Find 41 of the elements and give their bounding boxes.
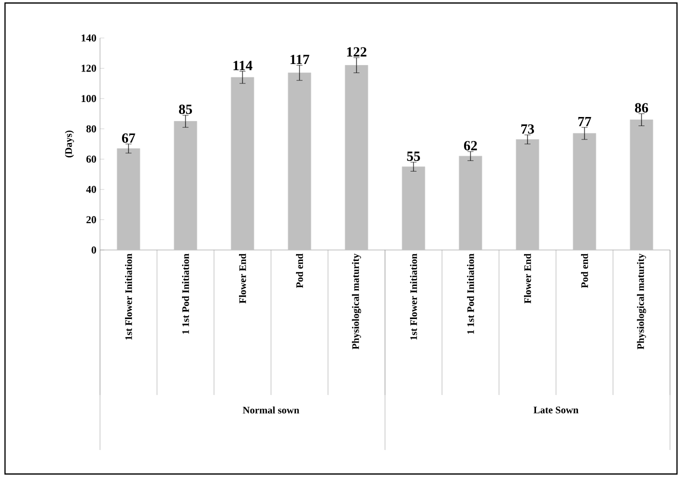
- x-tick-label: 1 1st Pod Initiation: [467, 254, 474, 334]
- bar: [174, 121, 198, 250]
- y-tick-label: 100: [82, 95, 96, 102]
- y-tick-label: 0: [92, 246, 96, 254]
- bar: [458, 156, 482, 250]
- bar: [230, 77, 254, 250]
- bar: [572, 133, 596, 250]
- bar: [288, 72, 312, 250]
- y-tick-label: 80: [86, 125, 96, 132]
- data-label: 85: [179, 104, 192, 114]
- x-tick-label: 1 1st Pod Initiation: [182, 254, 190, 334]
- data-label: 62: [464, 140, 477, 150]
- data-label: 114: [234, 60, 252, 70]
- bar: [402, 166, 426, 250]
- x-tick-label: Pod end: [581, 254, 588, 288]
- data-label: 67: [122, 133, 136, 143]
- data-label: 117: [290, 54, 310, 64]
- x-tick-label: Flower End: [238, 254, 246, 304]
- bar: [116, 148, 140, 250]
- x-tick-label: 1st Flower Initiation: [124, 254, 132, 340]
- y-tick-label: 40: [86, 186, 96, 193]
- data-label: 77: [578, 116, 592, 126]
- bar: [516, 139, 540, 250]
- data-label: 73: [521, 124, 534, 134]
- y-tick-label: 120: [82, 64, 96, 72]
- text: Late Sown: [534, 406, 578, 414]
- data-label: 55: [407, 152, 420, 161]
- bar: [344, 65, 368, 250]
- x-tick-label: Pod end: [296, 254, 304, 288]
- x-tick-label: Physiological maturity: [352, 254, 362, 350]
- y-tick-label: 60: [86, 156, 96, 163]
- data-label: 86: [635, 103, 648, 113]
- x-tick-label: 1st Flower Initiation: [410, 254, 418, 340]
- y-tick-label: 20: [86, 216, 96, 224]
- y-axis-title: (Days): [64, 130, 74, 158]
- text: Normal sown: [242, 406, 300, 414]
- x-tick-label: Flower End: [524, 254, 532, 304]
- bar: [630, 120, 654, 250]
- x-tick-label: Physiological maturity: [636, 254, 646, 350]
- data-label: 122: [347, 47, 366, 56]
- y-tick-label: 140: [82, 34, 96, 42]
